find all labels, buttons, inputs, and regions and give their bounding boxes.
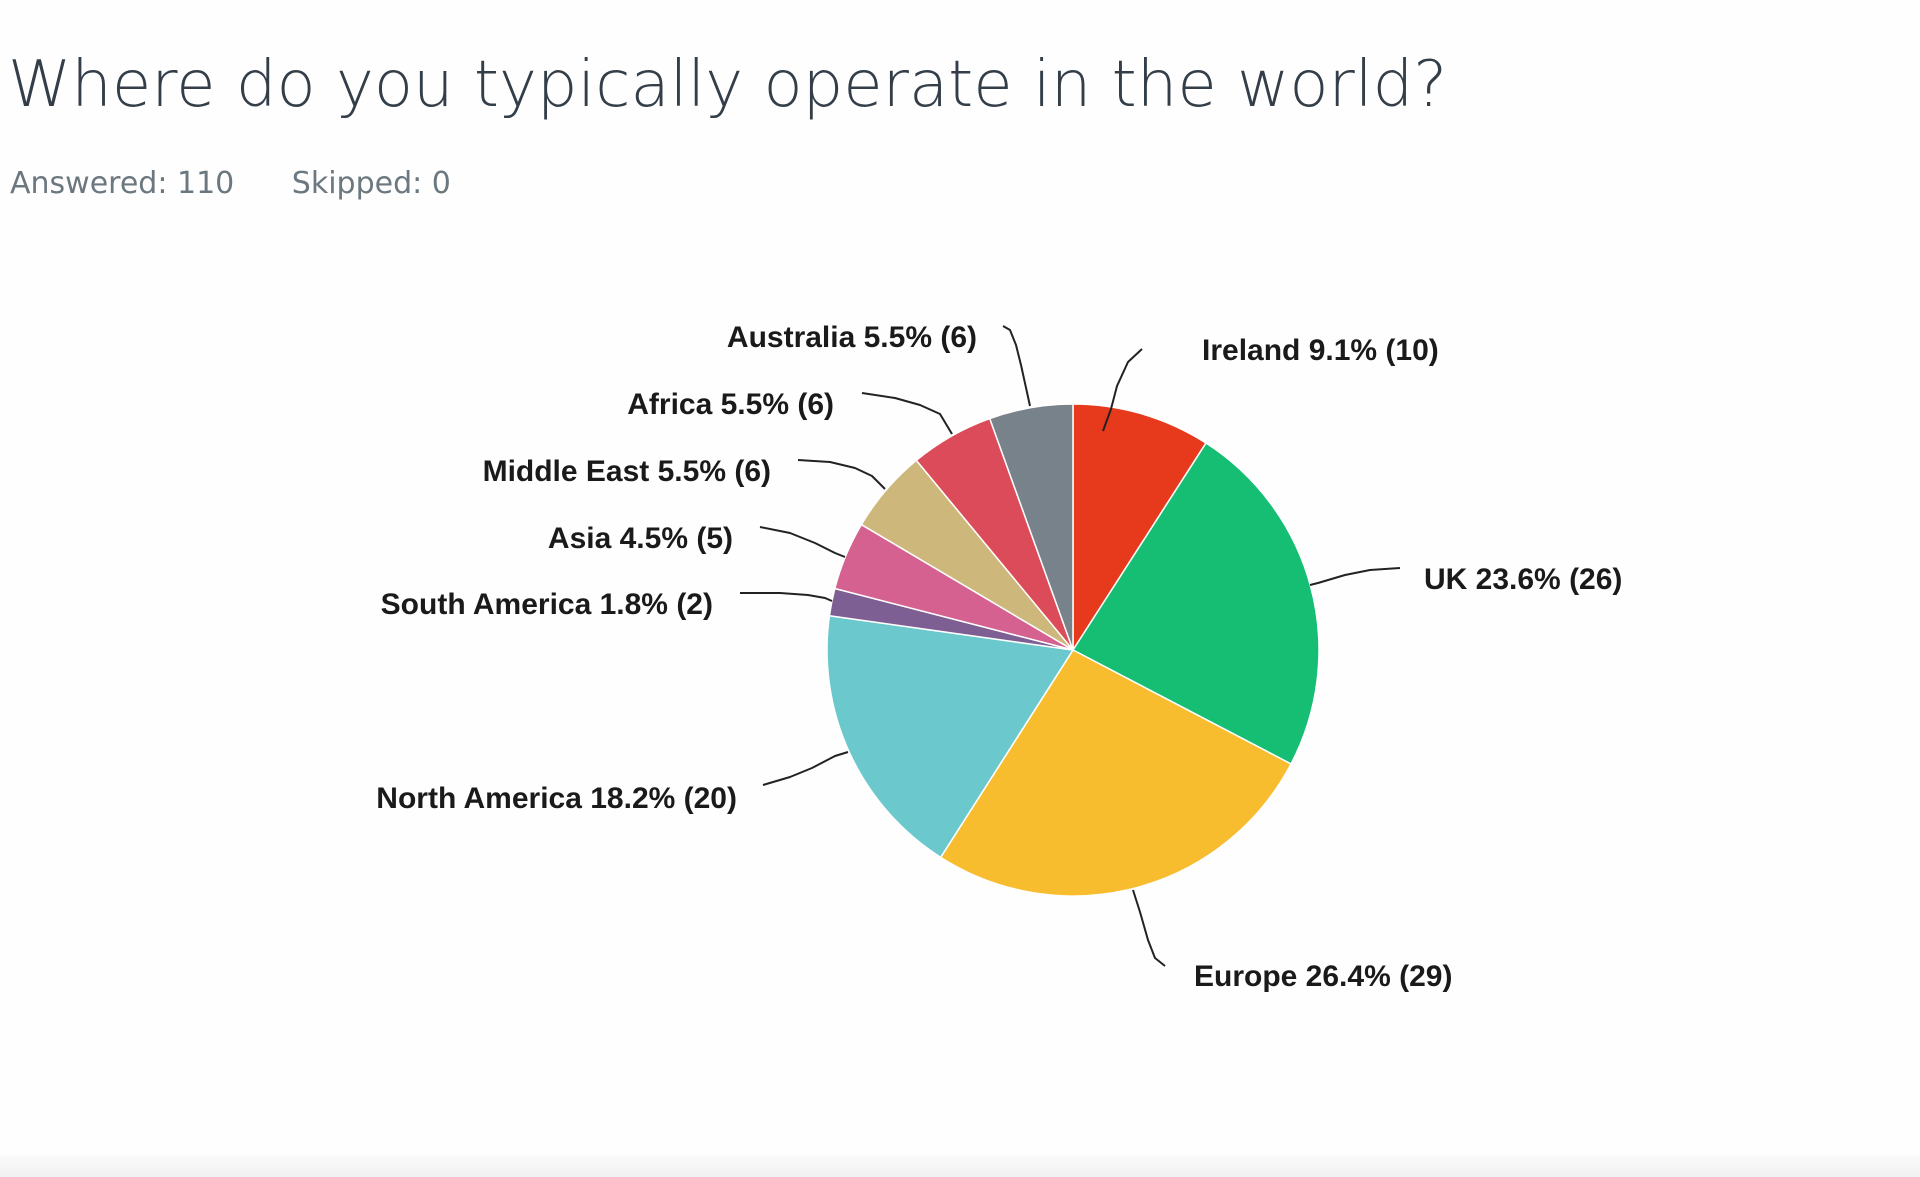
pie-slice-north-america[interactable] — [826, 614, 1075, 859]
leader-line-south-america — [740, 592, 833, 602]
leader-line-ireland — [1102, 348, 1143, 432]
slice-label-ireland: Ireland 9.1% (10) — [1202, 334, 1439, 367]
pie-slice-uk[interactable] — [1071, 442, 1320, 765]
leader-line-australia — [1002, 325, 1031, 407]
slice-label-middle-east: Middle East 5.5% (6) — [483, 455, 771, 488]
slice-label-australia: Australia 5.5% (6) — [727, 321, 977, 354]
question-title: Where do you typically operate in the wo… — [8, 48, 1448, 122]
leader-line-africa — [861, 392, 953, 435]
skipped-count: Skipped: 0 — [291, 166, 451, 201]
leader-line-europe — [1132, 889, 1166, 967]
slice-label-africa: Africa 5.5% (6) — [627, 388, 834, 421]
slice-label-europe: Europe 26.4% (29) — [1194, 960, 1452, 993]
slice-label-north-america: North America 18.2% (20) — [376, 782, 737, 815]
leader-line-north-america — [762, 751, 849, 786]
pie-slice-ireland[interactable] — [1072, 403, 1208, 653]
leader-line-asia — [759, 526, 846, 558]
slice-label-asia: Asia 4.5% (5) — [548, 522, 733, 555]
answered-count: Answered: 110 — [10, 166, 235, 201]
leader-line-uk — [1309, 567, 1401, 586]
slice-label-south-america: South America 1.8% (2) — [381, 588, 713, 621]
pie-slice-australia[interactable] — [988, 403, 1074, 651]
bottom-band — [0, 1155, 1920, 1177]
response-stats: Answered: 110 Skipped: 0 — [10, 166, 499, 201]
slice-label-uk: UK 23.6% (26) — [1424, 563, 1622, 596]
leader-line-middle-east — [797, 459, 886, 490]
pie-slice-europe[interactable] — [939, 649, 1293, 897]
